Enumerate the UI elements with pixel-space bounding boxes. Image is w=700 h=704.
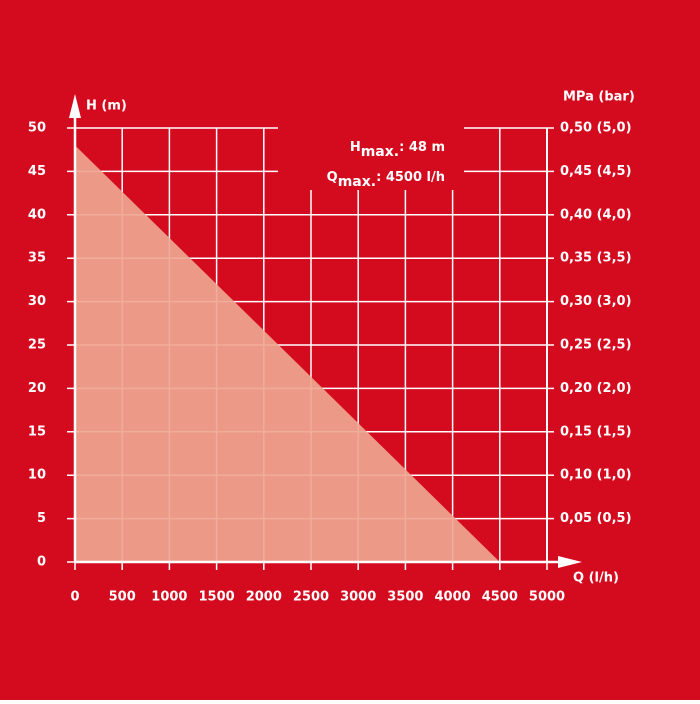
x-tick-label: 4500 <box>482 590 518 605</box>
annotation-sub: max. <box>338 174 376 190</box>
y-tick-label: 20 <box>28 381 46 396</box>
y2-tick-label: 0,40 (4,0) <box>560 207 632 222</box>
y2-tick-label: 0,10 (1,0) <box>560 468 632 483</box>
y-tick-label: 10 <box>28 468 46 483</box>
annotation: Hmax.: 48 m <box>350 140 445 161</box>
y2-tick-label: 0,05 (0,5) <box>560 511 632 526</box>
x-tick-label: 1500 <box>199 590 235 605</box>
annotation-sub: max. <box>361 144 399 160</box>
annotation-text: : 4500 l/h <box>376 170 445 185</box>
x-axis-arrow <box>558 556 582 568</box>
x-tick-label: 2000 <box>246 590 282 605</box>
y2-tick-label: 0,30 (3,0) <box>560 294 632 309</box>
y-tick-label: 40 <box>28 207 46 222</box>
y-axis-arrow <box>69 94 81 118</box>
y-axis-label: H (m) <box>86 99 127 114</box>
x-tick-label: 3000 <box>340 590 376 605</box>
annotation-base: H <box>350 140 361 155</box>
x-axis-label: Q (l/h) <box>573 571 619 586</box>
x-tick-label: 1000 <box>151 590 187 605</box>
y-tick-label: 0 <box>37 555 46 570</box>
x-tick-label: 3500 <box>387 590 423 605</box>
y2-axis-label: MPa (bar) <box>563 90 635 105</box>
annotation-background <box>278 120 464 190</box>
y-tick-label: 30 <box>28 294 46 309</box>
area <box>75 145 500 563</box>
x-tick-label: 5000 <box>529 590 565 605</box>
y2-tick-label: 0,45 (4,5) <box>560 164 632 179</box>
annotation-text: : 48 m <box>399 140 445 155</box>
y-tick-label: 50 <box>28 121 46 136</box>
annotation: Qmax.: 4500 l/h <box>327 170 445 191</box>
x-tick-label: 500 <box>109 590 136 605</box>
y-tick-label: 15 <box>28 424 46 439</box>
y2-tick-label: 0,50 (5,0) <box>560 121 632 136</box>
y2-tick-label: 0,35 (3,5) <box>560 251 632 266</box>
y-tick-label: 35 <box>28 251 46 266</box>
annotation-base: Q <box>327 170 338 185</box>
y2-tick-label: 0,15 (1,5) <box>560 424 632 439</box>
y2-tick-label: 0,20 (2,0) <box>560 381 632 396</box>
y-tick-label: 25 <box>28 338 46 353</box>
x-tick-label: 0 <box>70 590 79 605</box>
y2-tick-label: 0,25 (2,5) <box>560 338 632 353</box>
y-tick-label: 45 <box>28 164 46 179</box>
y-tick-label: 5 <box>37 511 46 526</box>
x-tick-label: 2500 <box>293 590 329 605</box>
x-tick-label: 4000 <box>435 590 471 605</box>
